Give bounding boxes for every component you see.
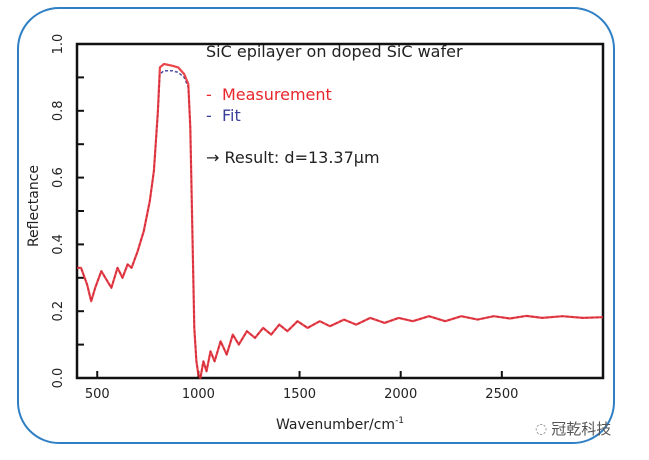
series-lines <box>77 62 604 380</box>
chart-title: SiC epilayer on doped SiC wafer <box>206 42 463 61</box>
legend-measurement: - Measurement <box>206 85 332 104</box>
y-tick-label: 0.6 <box>51 167 66 188</box>
watermark: ◌ 冠乾科技 <box>535 418 611 439</box>
legend-marker-fit: - <box>206 106 212 125</box>
axes: 0.0 0.2 0.4 0.6 0.8 1.0 500 1000 1500 2000 2500 <box>51 34 605 402</box>
x-tick-label: 500 <box>85 387 110 402</box>
series-line-measurement <box>77 62 604 380</box>
y-tick-label: 0.0 <box>51 368 66 389</box>
y-axis-title: Reflectance <box>26 165 42 247</box>
y-tick-label: 0.8 <box>51 100 66 121</box>
x-axis-title-superscript: -1 <box>395 416 404 426</box>
x-tick-label: 1000 <box>182 387 215 402</box>
legend-label-measurement: Measurement <box>221 85 332 104</box>
legend-fit: - Fit <box>206 106 241 125</box>
x-tick-label: 1500 <box>283 387 316 402</box>
legend-marker-measurement: - <box>206 85 212 104</box>
x-tick-label: 2500 <box>485 387 518 402</box>
y-tick-label: 1.0 <box>51 34 66 55</box>
x-axis-title: Wavenumber/cm-1 <box>276 416 404 433</box>
y-tick-label: 0.2 <box>51 301 66 322</box>
x-tick-label: 2000 <box>384 387 417 402</box>
chart-frame <box>17 7 615 444</box>
result-annotation: → Result: d=13.37μm <box>206 148 380 167</box>
x-axis-title-text: Wavenumber/cm <box>276 417 395 433</box>
series-line-fit <box>77 69 604 379</box>
plot-border <box>75 42 605 380</box>
y-tick-label: 0.4 <box>51 234 66 255</box>
watermark-text: 冠乾科技 <box>551 420 612 438</box>
legend-label-fit: Fit <box>221 106 241 125</box>
wechat-icon: ◌ <box>535 420 548 437</box>
